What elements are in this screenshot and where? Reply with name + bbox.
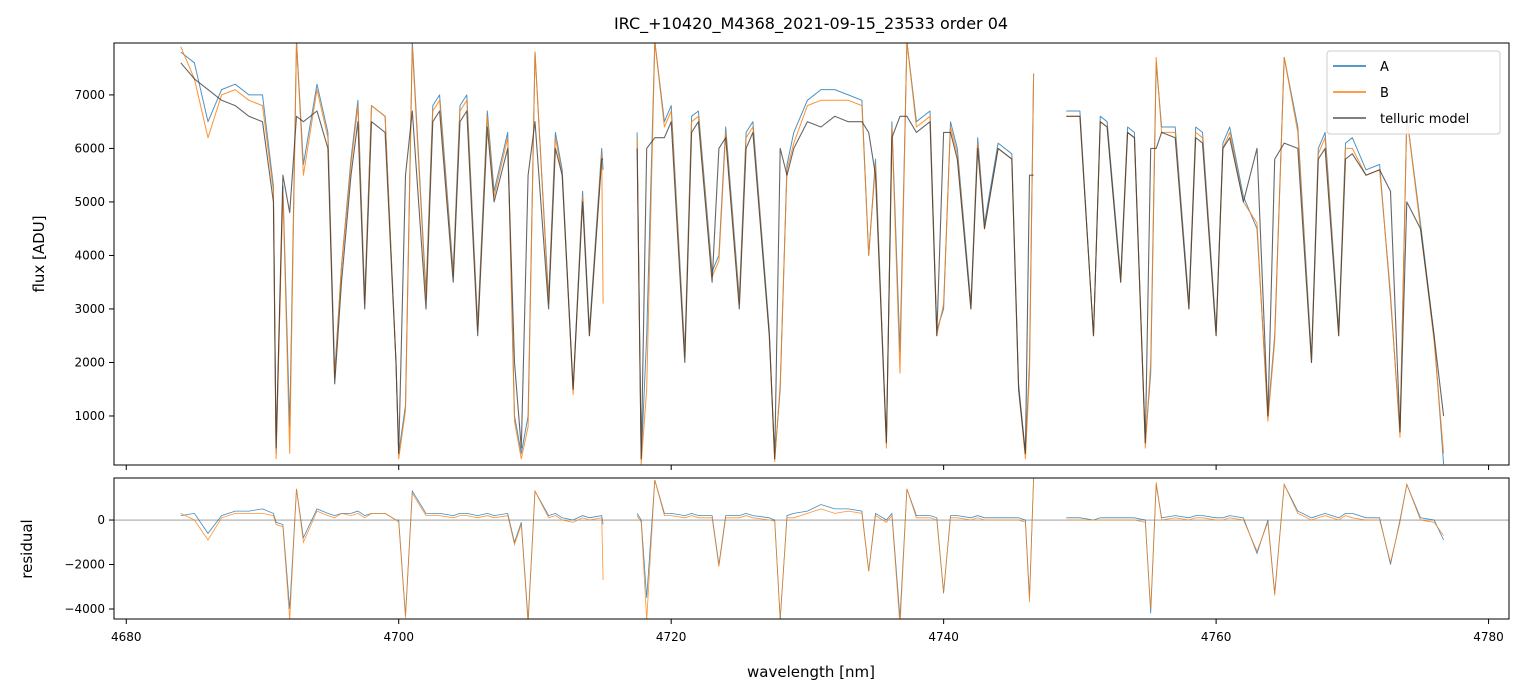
legend-label-b: B	[1380, 86, 1389, 101]
y-tick-label: 5000	[74, 195, 105, 209]
series-line-telluric-model	[180, 62, 1445, 460]
top-plot-area	[180, 43, 1445, 465]
x-tick-label: 4780	[1473, 630, 1504, 644]
residual-line-a	[180, 478, 1444, 619]
y-tick-label: 1000	[74, 409, 105, 423]
residual-y-axis-label: residual	[18, 519, 36, 578]
x-tick-label: 4700	[383, 630, 414, 644]
x-tick-label: 4720	[656, 630, 687, 644]
y-tick-label: 3000	[74, 302, 105, 316]
legend-label-telluric: telluric model	[1380, 112, 1469, 127]
residual-y-tick-label: −2000	[64, 558, 105, 572]
residual-y-tick-label: 0	[97, 513, 105, 527]
y-tick-label: 2000	[74, 355, 105, 369]
legend: A B telluric model	[1326, 50, 1501, 135]
x-tick-label: 4740	[928, 630, 959, 644]
x-tick-label: 4760	[1201, 630, 1232, 644]
top-axes-frame	[113, 42, 1510, 466]
x-axis-label: wavelength [nm]	[747, 663, 875, 681]
y-axis-label: flux [ADU]	[30, 215, 48, 292]
residual-axes-frame	[113, 477, 1510, 620]
chart-title: IRC_+10420_M4368_2021-09-15_23533 order …	[614, 14, 1008, 34]
y-tick-label: 4000	[74, 248, 105, 262]
residual-line-b	[180, 478, 1444, 619]
residual-plot-area	[114, 478, 1509, 619]
legend-label-a: A	[1380, 60, 1389, 75]
y-tick-label: 7000	[74, 88, 105, 102]
residual-y-tick-label: −4000	[64, 602, 105, 616]
series-line-b	[180, 43, 1445, 465]
series-line-a	[180, 43, 1445, 465]
y-tick-label: 6000	[74, 141, 105, 155]
x-tick-label: 4680	[111, 630, 142, 644]
